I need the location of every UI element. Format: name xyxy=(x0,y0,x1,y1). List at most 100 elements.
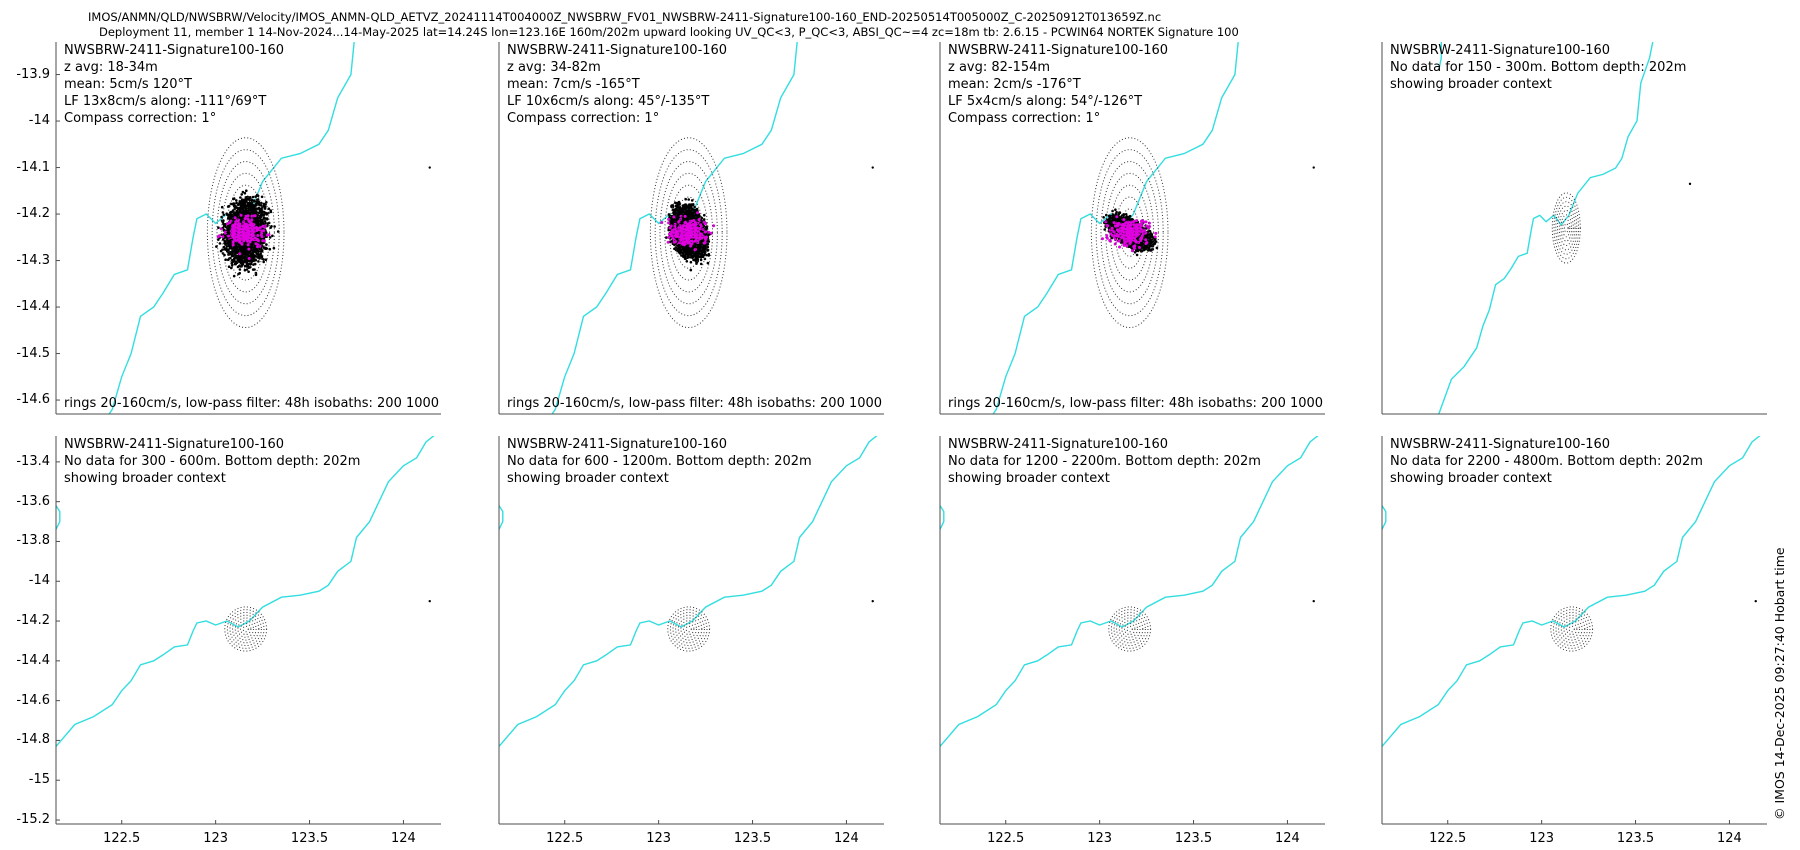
chart-plot-area xyxy=(939,42,1325,415)
y-tick-label: -13.4 xyxy=(4,454,50,469)
island-isobath xyxy=(56,505,61,530)
plot-layer xyxy=(551,42,874,414)
y-tick-label: -14.2 xyxy=(4,206,50,221)
x-tick-label: 123.5 xyxy=(285,831,335,846)
speed-rings xyxy=(1108,606,1152,652)
chart-plot-area xyxy=(498,42,884,415)
speed-ring xyxy=(669,609,708,649)
speed-ring xyxy=(1552,609,1591,649)
speed-ring xyxy=(667,606,711,652)
speed-ring xyxy=(1563,620,1580,638)
y-tick-label: -13.8 xyxy=(4,533,50,548)
speed-ring xyxy=(672,611,705,647)
speed-ring xyxy=(1556,205,1576,251)
lf-major-axis-line xyxy=(676,220,701,245)
speed-ring xyxy=(1095,149,1164,317)
speed-rings xyxy=(1550,606,1594,652)
panel-footer-note: rings 20-160cm/s, low-pass filter: 48h i… xyxy=(507,396,882,411)
speed-rings xyxy=(1090,137,1169,329)
speed-ring xyxy=(221,172,271,293)
x-tick-label: 122.5 xyxy=(97,831,147,846)
x-tick-label: 123.5 xyxy=(1169,831,1219,846)
reef-marker xyxy=(428,599,431,603)
chart-plot-area xyxy=(55,42,441,415)
plot-layer xyxy=(1382,436,1761,747)
speed-ring xyxy=(654,149,723,317)
speed-ring xyxy=(242,625,249,633)
panel-annotation: z avg: 18-34m xyxy=(64,59,158,76)
panel-annotation: LF 5x4cm/s along: 54°/-126°T xyxy=(948,93,1142,110)
x-tick-label: 122.5 xyxy=(540,831,590,846)
speed-rings xyxy=(1551,192,1581,264)
y-tick-label: -15.2 xyxy=(4,812,50,827)
x-tick-label: 124 xyxy=(821,831,871,846)
panel-title: NWSBRW-2411-Signature100-160 xyxy=(1390,42,1610,59)
mean-current-arrow xyxy=(1126,232,1131,237)
speed-ring xyxy=(216,161,275,305)
panel-title: NWSBRW-2411-Signature100-160 xyxy=(64,42,284,59)
y-tick-label: -14 xyxy=(4,113,50,128)
chart-plot-area xyxy=(1381,42,1767,415)
chart-plot-area xyxy=(55,436,441,825)
y-tick-label: -14.8 xyxy=(4,732,50,747)
panel-title: NWSBRW-2411-Signature100-160 xyxy=(507,42,727,59)
speed-rings xyxy=(667,606,711,652)
panel-annotation: LF 13x8cm/s along: -111°/69°T xyxy=(64,93,266,110)
island-isobath xyxy=(1382,505,1387,530)
speed-ring xyxy=(675,614,703,644)
speed-ring xyxy=(1555,611,1588,647)
y-tick-label: -13.6 xyxy=(4,494,50,509)
y-tick-label: -14.6 xyxy=(4,392,50,407)
chart-panel-8: 122.5 123 123.5 124 NWSBRW-2411-Signature100… xyxy=(1381,436,1767,846)
speed-ring xyxy=(1110,609,1149,649)
speed-ring xyxy=(1100,161,1159,305)
chart-panel-1: -13.9 -14 -14.1 -14.2 -14.3 -14.4 -14.5 -14.6 NW… xyxy=(16,42,441,415)
reef-marker xyxy=(428,166,431,169)
reef-marker xyxy=(1312,599,1315,603)
chart-plot-area xyxy=(939,436,1325,825)
chart-panel-2: NWSBRW-2411-Signature100-160 z avg: 34-82… xyxy=(498,42,884,415)
speed-ring xyxy=(1565,623,1578,636)
speed-ring xyxy=(1551,192,1581,264)
lowpass-points xyxy=(1101,215,1158,253)
speed-ring xyxy=(1114,196,1145,269)
speed-ring xyxy=(211,149,280,317)
reef-marker xyxy=(1754,599,1757,603)
speed-ring xyxy=(677,617,700,641)
speed-ring xyxy=(206,137,285,329)
panel-annotation: z avg: 82-154m xyxy=(948,59,1050,76)
panel-title: NWSBRW-2411-Signature100-160 xyxy=(64,436,284,453)
credit-text: © IMOS 14-Dec-2025 09:27:40 Hobart time xyxy=(1772,547,1787,820)
x-tick-label: 123.5 xyxy=(1611,831,1661,846)
speed-ring xyxy=(1568,625,1575,633)
x-tick-label: 124 xyxy=(1704,831,1754,846)
figure-subtitle: Deployment 11, member 1 14-Nov-2024...14… xyxy=(99,25,1239,39)
lf-major-axis-line xyxy=(1114,221,1145,244)
speed-ring xyxy=(1108,606,1152,652)
speed-ring xyxy=(1116,614,1144,644)
panel-annotation: Compass correction: 1° xyxy=(507,110,659,127)
speed-ring xyxy=(1123,623,1136,636)
y-tick-label: -13.9 xyxy=(4,67,50,82)
speed-ring xyxy=(237,620,254,638)
chart-panel-3: NWSBRW-2411-Signature100-160 z avg: 82-15… xyxy=(939,42,1325,415)
speed-ring xyxy=(1090,137,1169,329)
speed-ring xyxy=(649,137,728,329)
panel-annotation: showing broader context xyxy=(1390,470,1552,487)
speed-ring xyxy=(226,609,265,649)
reef-marker xyxy=(1312,166,1315,169)
panel-footer-note: rings 20-160cm/s, low-pass filter: 48h i… xyxy=(64,396,439,411)
y-tick-label: -14 xyxy=(4,573,50,588)
mean-current-arrow xyxy=(244,232,251,238)
reef-marker xyxy=(871,599,874,603)
mean-current-arrow xyxy=(684,232,690,243)
panel-annotation: mean: 2cm/s -176°T xyxy=(948,76,1081,93)
island-isobath xyxy=(499,505,504,530)
x-tick-label: 124 xyxy=(378,831,428,846)
chart-panel-7: 122.5 123 123.5 124 NWSBRW-2411-Signature100… xyxy=(939,436,1325,846)
island-isobath xyxy=(1438,42,1442,71)
speed-ring xyxy=(1109,184,1150,281)
x-tick-label: 123 xyxy=(634,831,684,846)
island-isobath xyxy=(940,505,945,530)
panel-annotation: Compass correction: 1° xyxy=(64,110,216,127)
